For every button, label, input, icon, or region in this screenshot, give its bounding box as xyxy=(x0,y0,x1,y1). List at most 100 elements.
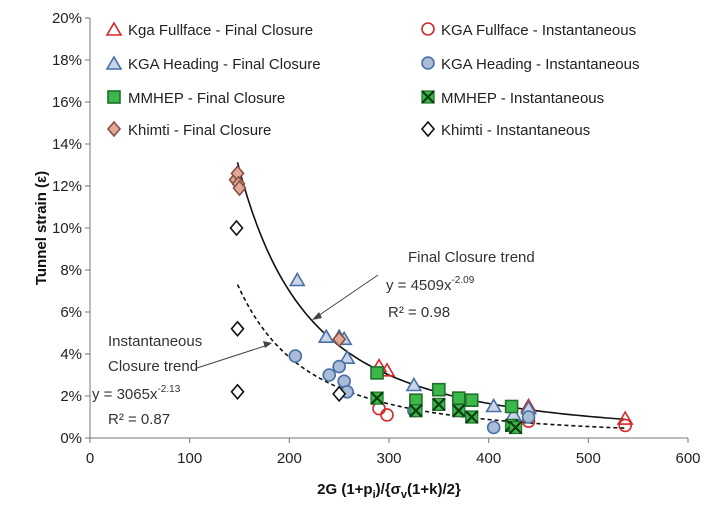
data-point xyxy=(229,219,244,237)
inst-trend-arrow xyxy=(196,344,269,369)
data-point xyxy=(332,385,347,403)
data-point xyxy=(288,349,303,363)
data-point-x-mark xyxy=(370,391,384,405)
legend-label: Khimti - Instantaneous xyxy=(441,122,590,139)
legend-diamond-marker-black xyxy=(420,120,436,138)
inst-trend-equation: y = 3065x-2.13 xyxy=(92,384,181,403)
legend-circle-marker-blue xyxy=(421,56,435,70)
data-point xyxy=(332,359,346,374)
final-trend-exponent: -2.09 xyxy=(451,275,474,286)
data-points xyxy=(228,165,634,435)
final-trend-arrowhead xyxy=(312,312,322,320)
data-point-x-mark xyxy=(432,397,446,412)
data-point xyxy=(485,397,503,413)
data-point xyxy=(380,408,394,422)
data-point-x-mark xyxy=(464,410,479,424)
x-axis-title-part1: 2G (1+p xyxy=(317,481,372,498)
data-point xyxy=(464,393,479,408)
data-point xyxy=(230,383,245,401)
legend-triangle-marker-blue xyxy=(105,55,123,70)
y-tick-label: 10% xyxy=(52,220,82,237)
y-tick-label: 4% xyxy=(60,346,82,363)
y-axis-title: Tunnel strain (ε) xyxy=(33,171,50,285)
data-point-x-mark xyxy=(451,403,466,418)
data-point-x-mark xyxy=(409,403,423,418)
y-tick-label: 14% xyxy=(52,136,82,153)
legend-item-kga-fullface-instantaneous: KGA Fullface - Instantaneous xyxy=(421,22,636,39)
data-point xyxy=(370,366,384,380)
data-point xyxy=(322,368,337,382)
legend-square-marker-green xyxy=(107,90,121,104)
data-point xyxy=(230,320,245,338)
legend-x-mark xyxy=(421,90,435,104)
legend-label: MMHEP - Instantaneous xyxy=(441,90,604,107)
y-tick-label: 2% xyxy=(60,388,82,405)
final-trend-label: Final Closure trend xyxy=(408,249,535,266)
legend-triangle-marker-red xyxy=(105,21,123,36)
legend-item-kga-fullface-final: Kga Fullface - Final Closure xyxy=(105,21,313,39)
legend-label: KGA Heading - Instantaneous xyxy=(441,56,639,73)
x-axis-title: 2G (1+pi)/{σv(1+k)/2} xyxy=(317,481,461,501)
final-trend-r2: R² = 0.98 xyxy=(388,304,450,321)
x-tick-label: 300 xyxy=(376,450,401,467)
y-tick-label: 6% xyxy=(60,304,82,321)
trend-lines xyxy=(236,162,626,429)
y-tick-label: 18% xyxy=(52,52,82,69)
legend-item-mmhep-instantaneous: MMHEP - Instantaneous xyxy=(421,90,604,107)
legend: Kga Fullface - Final Closure KGA Fullfac… xyxy=(105,21,639,139)
final-trend-equation: y = 4509x-2.09 xyxy=(386,275,475,294)
data-point xyxy=(405,376,423,392)
x-tick-label: 400 xyxy=(476,450,501,467)
x-tick-label: 0 xyxy=(86,450,94,467)
y-tick-label: 20% xyxy=(52,10,82,27)
data-point xyxy=(618,418,633,433)
x-tick-label: 600 xyxy=(675,450,700,467)
data-point xyxy=(521,410,536,424)
data-point xyxy=(338,349,356,365)
inst-trend-label-line1: Instantaneous xyxy=(108,333,202,350)
data-point-x-mark xyxy=(508,420,523,435)
legend-label: Kga Fullface - Final Closure xyxy=(128,22,313,39)
y-tick-label: 8% xyxy=(60,262,82,279)
final-closure-trend-line xyxy=(236,162,626,421)
final-trend-equation-base: y = 4509x xyxy=(386,277,452,294)
legend-item-kga-heading-instantaneous: KGA Heading - Instantaneous xyxy=(421,56,639,73)
final-trend-annotation: Final Closure trend y = 4509x-2.09 R² = … xyxy=(312,249,535,321)
data-point xyxy=(288,271,306,287)
x-tick-labels: 0 100 200 300 400 500 600 xyxy=(86,438,701,467)
inst-trend-equation-base: y = 3065x xyxy=(92,386,158,403)
y-tick-label: 16% xyxy=(52,94,82,111)
inst-trend-label-line2: Closure trend xyxy=(108,358,198,375)
x-axis-title-part3: (1+k)/2} xyxy=(407,481,461,498)
legend-label: KGA Heading - Final Closure xyxy=(128,56,321,73)
x-axis-title-sub2: v xyxy=(401,489,408,501)
legend-item-khimti-instantaneous: Khimti - Instantaneous xyxy=(420,120,590,139)
inst-trend-exponent: -2.13 xyxy=(157,384,180,395)
data-point xyxy=(232,179,247,197)
x-tick-label: 200 xyxy=(277,450,302,467)
instantaneous-trend-line xyxy=(236,284,626,429)
data-point xyxy=(317,328,335,344)
legend-circle-marker-red xyxy=(421,22,435,36)
legend-item-khimti-final: Khimti - Final Closure xyxy=(106,120,271,139)
legend-label: Khimti - Final Closure xyxy=(128,122,271,139)
data-point xyxy=(451,391,466,405)
x-tick-label: 500 xyxy=(576,450,601,467)
y-tick-label: 0% xyxy=(60,430,82,447)
legend-item-mmhep-final: MMHEP - Final Closure xyxy=(107,90,285,107)
legend-label: MMHEP - Final Closure xyxy=(128,90,285,107)
data-point xyxy=(432,382,446,397)
data-point xyxy=(616,410,634,425)
legend-diamond-marker-brown xyxy=(106,120,122,138)
inst-trend-r2: R² = 0.87 xyxy=(108,411,170,428)
x-axis-title-part2: )/{σ xyxy=(376,481,401,498)
y-tick-labels: 0% 2% 4% 6% 8% 10% 12% 14% 16% 18% 20% xyxy=(52,10,90,447)
data-point xyxy=(504,399,519,414)
data-point xyxy=(486,420,501,435)
inst-trend-arrowhead xyxy=(263,341,272,348)
x-axis-title-sub1: i xyxy=(373,489,376,501)
legend-label: KGA Fullface - Instantaneous xyxy=(441,22,636,39)
instantaneous-trend-annotation: Instantaneous Closure trend y = 3065x-2.… xyxy=(92,333,272,428)
